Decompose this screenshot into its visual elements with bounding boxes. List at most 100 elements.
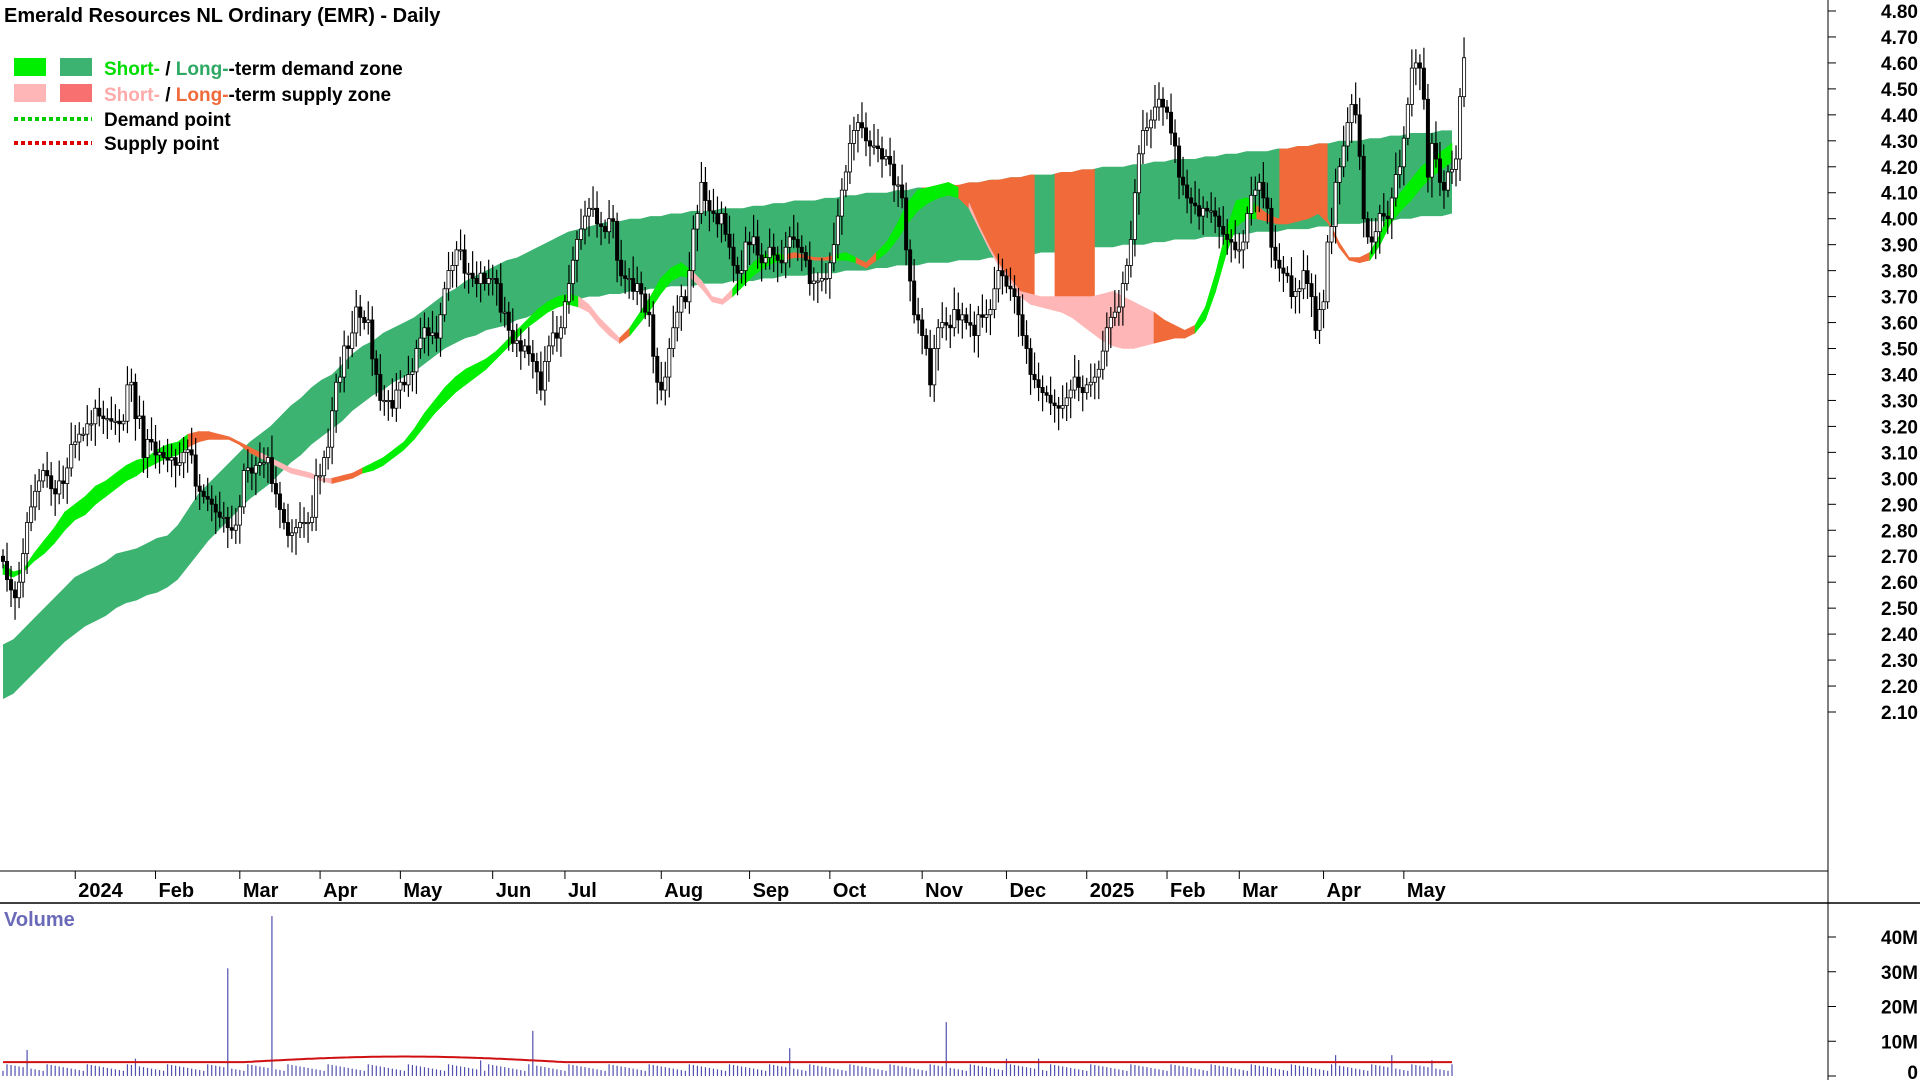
candle-body <box>892 163 897 186</box>
short-term-zone-segment <box>126 459 137 482</box>
price-tick-label: 4.50 <box>1881 80 1918 101</box>
candle-body <box>302 522 307 525</box>
candle-body <box>265 457 270 464</box>
short-term-zone-segment <box>598 316 610 337</box>
candle-body <box>623 275 628 279</box>
short-term-zone-segment <box>54 511 65 545</box>
candle-body <box>538 371 543 391</box>
short-term-zone-segment <box>43 526 55 555</box>
candle-body <box>518 340 523 352</box>
candle-body <box>1441 181 1446 191</box>
candle-body <box>996 270 1001 290</box>
candle-body <box>1221 226 1226 235</box>
candle-body <box>1361 155 1366 220</box>
candle-body <box>767 246 772 259</box>
time-tick-label: Apr <box>323 880 358 902</box>
candle-body <box>880 148 885 160</box>
short-term-zone-segment <box>95 480 107 505</box>
candle-body <box>558 327 563 339</box>
time-tick-label: May <box>403 880 443 902</box>
short-term-zone-segment <box>1174 324 1186 339</box>
candle-body <box>1321 301 1326 310</box>
candle-body <box>723 213 728 235</box>
price-tick-label: 3.10 <box>1881 443 1918 464</box>
short-term-zone-segment <box>424 399 435 428</box>
candle-body <box>719 213 724 225</box>
candle-body <box>229 527 234 531</box>
candle-body <box>253 464 258 474</box>
time-tick-label: 2024 <box>78 880 123 902</box>
candle-body <box>1281 267 1286 274</box>
candle-body <box>217 511 222 518</box>
candle-body <box>5 561 10 580</box>
candle-body <box>747 241 752 246</box>
candle-body <box>410 371 415 375</box>
short-term-zone-segment <box>722 288 733 306</box>
candle-body <box>257 462 262 466</box>
candle-body <box>85 423 90 435</box>
candle-body <box>695 213 700 230</box>
candle-body <box>944 322 949 326</box>
short-term-zone-segment <box>393 441 405 459</box>
candle-body <box>438 314 443 339</box>
time-tick-label: 2025 <box>1090 880 1135 902</box>
candle-body <box>37 480 42 492</box>
candle-body <box>847 143 852 173</box>
candle-body <box>89 423 94 426</box>
short-term-zone-segment <box>321 478 333 484</box>
candle-body <box>382 400 387 403</box>
candle-body <box>534 361 539 373</box>
candle-body <box>1068 389 1073 399</box>
candle-body <box>374 358 379 375</box>
candle-body <box>1285 272 1290 277</box>
candle-body <box>671 327 676 349</box>
price-tick-label: 3.80 <box>1881 262 1918 283</box>
candle-body <box>17 581 22 599</box>
candle-body <box>77 433 82 443</box>
candle-body <box>1189 197 1194 204</box>
candle-body <box>550 332 555 347</box>
price-tick-label: 2.60 <box>1881 573 1918 594</box>
candle-body <box>643 293 648 313</box>
candle-body <box>338 376 343 383</box>
candle-body <box>273 483 278 495</box>
candle-body <box>554 332 559 339</box>
candle-body <box>904 197 909 251</box>
candle-body <box>245 467 250 471</box>
candle-body <box>1357 114 1362 157</box>
candle-body <box>1413 62 1418 69</box>
short-term-zone-segment <box>1143 306 1155 347</box>
candle-body <box>61 480 66 484</box>
long-term-supply-zone-2 <box>1054 168 1095 335</box>
candle-body <box>928 348 933 386</box>
candle-body <box>314 475 319 518</box>
candle-body <box>326 446 331 458</box>
candle-body <box>687 270 692 303</box>
candle-body <box>306 522 311 525</box>
short-term-zone-segment <box>588 303 600 327</box>
candle-body <box>1253 189 1258 196</box>
time-tick-label: Nov <box>925 880 964 902</box>
candle-body <box>1185 184 1190 199</box>
candle-body <box>1454 158 1459 170</box>
short-term-zone-segment <box>341 472 353 482</box>
short-term-zone-segment <box>105 472 117 498</box>
short-term-zone-segment <box>1030 293 1042 308</box>
candle-body <box>105 418 110 421</box>
candle-body <box>73 441 78 445</box>
candle-body <box>599 223 604 227</box>
candle-body <box>976 314 981 336</box>
candle-body <box>1040 387 1045 394</box>
legend-demand-point: Demand point <box>104 110 231 131</box>
candle-body <box>795 239 800 248</box>
candle-body <box>570 259 575 285</box>
candle-body <box>1197 205 1202 217</box>
candle-body <box>1349 104 1354 124</box>
candle-body <box>109 418 114 422</box>
candle-body <box>1289 275 1294 297</box>
candle-body <box>1401 137 1406 168</box>
candle-body <box>33 490 38 508</box>
candle-body <box>1217 215 1222 227</box>
candle-body <box>281 509 286 523</box>
candle-body <box>639 283 644 295</box>
